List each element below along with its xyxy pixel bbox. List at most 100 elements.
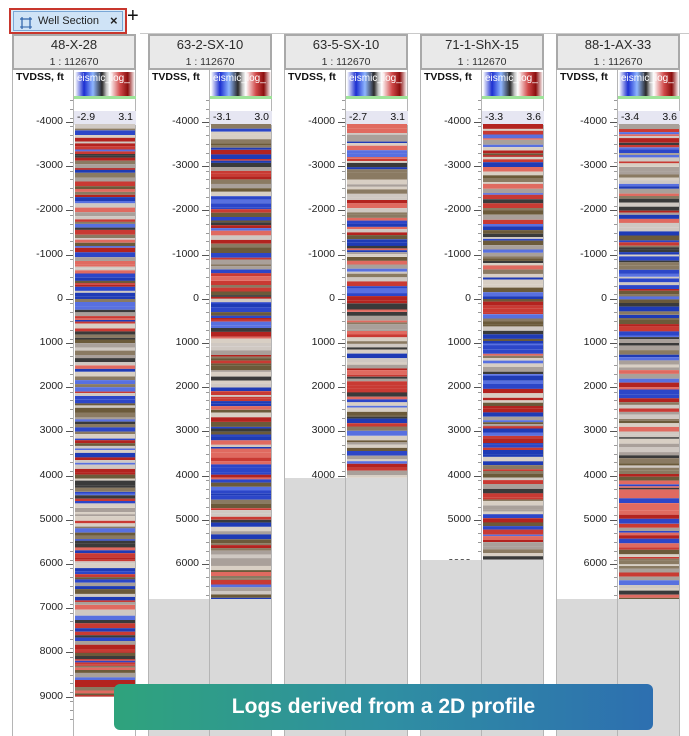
depth-tick-label: -2000 (36, 203, 63, 216)
well-header[interactable]: 63-5-SX-10 1 : 112670 (284, 34, 408, 70)
depth-tick-mark (338, 298, 345, 300)
depth-minor-tick (342, 241, 345, 243)
depth-minor-tick (342, 444, 345, 446)
depth-minor-tick (70, 674, 73, 676)
well-panel[interactable]: 63-2-SX-10 1 : 112670 TVDSS, ft -4000 -3000 -… (148, 34, 272, 736)
depth-track[interactable]: TVDSS, ft -4000 -3000 -2000 -1000 0 1000 2000 30… (556, 70, 618, 736)
depth-minor-tick (206, 152, 209, 154)
depth-tick-mark (66, 387, 73, 389)
well-header[interactable]: 71-1-ShX-15 1 : 112670 (420, 34, 544, 70)
depth-track[interactable]: TVDSS, ft -4000 -3000 -2000 -1000 0 1000 2000 30… (12, 70, 74, 736)
depth-tick-label: -1000 (444, 247, 471, 260)
depth-minor-tick (70, 197, 73, 199)
depth-tick-label: 0 (329, 291, 335, 304)
depth-minor-tick (70, 320, 73, 322)
well-panel[interactable]: 71-1-ShX-15 1 : 112670 TVDSS, ft -4000 -3000… (420, 34, 544, 736)
well-name: 48-X-28 (50, 37, 98, 52)
well-panel[interactable]: 63-5-SX-10 1 : 112670 TVDSS, ft -4000 -3000 -… (284, 34, 408, 736)
depth-minor-tick (70, 612, 73, 614)
seismic-log-track[interactable]: eismic_log_ -2.7 3.1 (346, 70, 408, 736)
depth-tick-mark (66, 343, 73, 344)
depth-tick-label: 2000 (583, 380, 607, 393)
depth-tick-mark (66, 166, 73, 168)
depth-tick-label: 6000 (175, 557, 199, 569)
depth-minor-tick (614, 586, 617, 588)
depth-tick-mark (66, 210, 73, 212)
well-name: 88-1-AX-33 (584, 37, 652, 52)
depth-minor-tick (206, 594, 209, 596)
tab-close-icon[interactable]: × (110, 13, 118, 28)
depth-minor-tick (478, 188, 481, 190)
depth-minor-tick (70, 533, 73, 535)
well-panel[interactable]: 48-X-28 1 : 112670 TVDSS, ft -4000 -3000 -200… (12, 34, 136, 736)
depth-track[interactable]: TVDSS, ft -4000 -3000 -2000 -1000 0 1000 2000 30… (148, 70, 210, 736)
depth-minor-tick (70, 188, 73, 190)
depth-minor-tick (342, 418, 345, 420)
depth-minor-tick (70, 426, 73, 428)
depth-minor-tick (342, 373, 345, 375)
depth-tick-mark (202, 166, 209, 168)
depth-minor-tick (70, 241, 73, 243)
color-scale-bar: eismic_log_ (75, 72, 135, 96)
depth-minor-tick (614, 382, 617, 384)
depth-track[interactable]: TVDSS, ft -4000 -3000 -2000 -1000 0 1000 2000 30… (284, 70, 346, 736)
well-section-view[interactable]: 48-X-28 1 : 112670 TVDSS, ft -4000 -3000 -200… (0, 34, 689, 736)
depth-track[interactable]: TVDSS, ft -4000 -3000 -2000 -1000 0 1000 2000 30… (420, 70, 482, 736)
depth-minor-tick (70, 665, 73, 667)
depth-minor-tick (614, 276, 617, 278)
depth-minor-tick (206, 356, 209, 358)
depth-minor-tick (70, 338, 73, 340)
depth-minor-tick (70, 647, 73, 649)
depth-tick-mark (610, 387, 617, 389)
depth-tick-mark (474, 519, 481, 521)
add-tab-button[interactable]: + (127, 5, 139, 27)
depth-minor-tick (70, 391, 73, 393)
seismic-log-track[interactable]: eismic_log_ -3.1 3.0 (210, 70, 272, 736)
depth-minor-tick (206, 524, 209, 526)
seismic-log-image (211, 124, 271, 600)
depth-minor-tick (478, 135, 481, 137)
depth-minor-tick (614, 577, 617, 579)
depth-tick-label: 5000 (175, 512, 199, 525)
depth-minor-tick (342, 276, 345, 278)
depth-minor-tick (342, 471, 345, 473)
depth-minor-tick (342, 462, 345, 464)
seismic-log-track[interactable]: eismic_log_ -3.4 3.6 (618, 70, 680, 736)
well-panel[interactable]: 88-1-AX-33 1 : 112670 TVDSS, ft -4000 -3000 -… (556, 34, 680, 736)
depth-minor-tick (206, 471, 209, 473)
depth-minor-tick (614, 594, 617, 596)
depth-tick-mark (338, 343, 345, 344)
depth-tick-mark (610, 210, 617, 212)
depth-minor-tick (478, 356, 481, 358)
depth-minor-tick (342, 312, 345, 314)
depth-minor-tick (206, 241, 209, 243)
depth-minor-tick (342, 108, 345, 110)
depth-tick-mark (474, 475, 481, 477)
depth-tick-label: 4000 (583, 468, 607, 481)
depth-minor-tick (478, 312, 481, 314)
depth-minor-tick (70, 250, 73, 252)
depth-minor-tick (70, 559, 73, 561)
depth-minor-tick (614, 524, 617, 526)
seismic-log-track[interactable]: eismic_log_ -3.3 3.6 (482, 70, 544, 736)
well-header[interactable]: 88-1-AX-33 1 : 112670 (556, 34, 680, 70)
depth-minor-tick (70, 303, 73, 305)
depth-minor-tick (342, 285, 345, 287)
depth-track-header: TVDSS, ft (288, 71, 336, 83)
well-header[interactable]: 63-2-SX-10 1 : 112670 (148, 34, 272, 70)
well-header[interactable]: 48-X-28 1 : 112670 (12, 34, 136, 70)
log-curve-line (210, 96, 272, 99)
depth-minor-tick (614, 418, 617, 420)
depth-minor-tick (206, 223, 209, 225)
depth-tick-mark (474, 343, 481, 344)
depth-minor-tick (614, 188, 617, 190)
depth-minor-tick (70, 453, 73, 455)
depth-tick-label: 0 (57, 291, 63, 304)
seismic-log-track[interactable]: eismic_log_ -2.9 3.1 (74, 70, 136, 736)
tab-well-section[interactable]: Well Section × (9, 8, 127, 34)
depth-tick-label: 1000 (447, 336, 471, 348)
depth-minor-tick (70, 294, 73, 296)
depth-minor-tick (70, 621, 73, 623)
depth-minor-tick (70, 418, 73, 420)
depth-minor-tick (206, 170, 209, 172)
